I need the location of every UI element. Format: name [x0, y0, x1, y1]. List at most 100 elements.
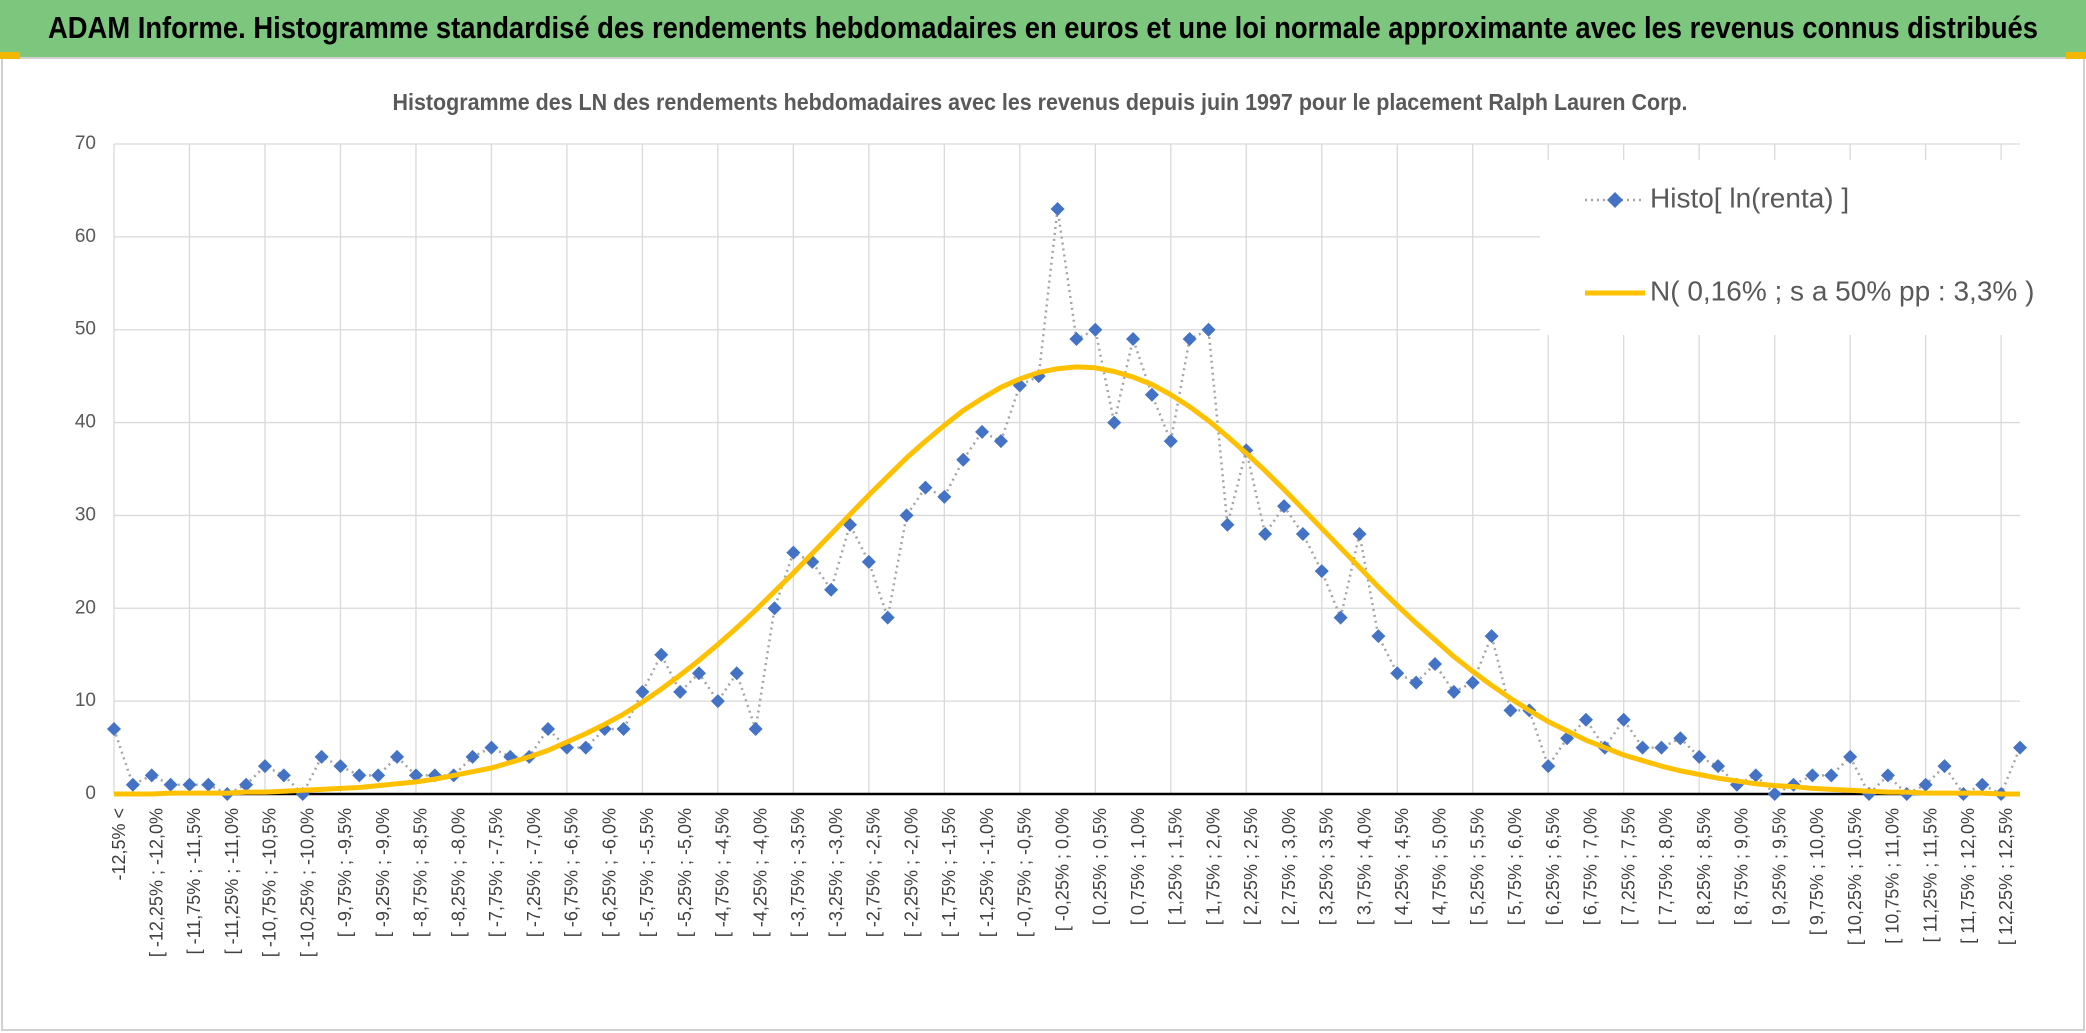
histo-marker — [1352, 527, 1367, 541]
histo-marker — [899, 508, 914, 523]
x-tick-label: [ -7,25% ; -7,0% — [524, 808, 544, 937]
x-tick-label: [ 11,75% ; 12,0% — [1958, 808, 1978, 944]
histo-marker — [1692, 749, 1707, 764]
x-tick-label: [ 5,75% ; 6,0% — [1505, 808, 1525, 925]
histo-marker — [918, 480, 933, 495]
x-tick-label: [ 7,25% ; 7,5% — [1618, 808, 1638, 925]
x-tick-label: [ 3,75% ; 4,0% — [1354, 808, 1374, 925]
histo-marker — [541, 722, 556, 736]
histo-marker — [1258, 527, 1273, 541]
histo-marker — [1163, 434, 1178, 449]
x-tick-label: [ -3,75% ; -3,5% — [788, 808, 808, 937]
histo-marker — [1918, 777, 1933, 792]
histo-marker — [937, 489, 952, 504]
x-tick-label: [ 0,25% ; 0,5% — [1090, 808, 1110, 925]
x-tick-label: [ -1,25% ; -1,0% — [977, 808, 997, 937]
x-tick-label: [ -8,25% ; -8,0% — [448, 808, 468, 937]
x-tick-label: [ -2,75% ; -2,5% — [864, 808, 884, 937]
histo-marker — [861, 554, 876, 569]
histo-marker — [1484, 629, 1499, 644]
histo-marker — [767, 601, 782, 616]
x-tick-label: [ 7,75% ; 8,0% — [1656, 808, 1676, 925]
histo-marker — [1126, 332, 1141, 346]
histo-marker — [1805, 768, 1820, 783]
x-tick-label: [ -5,75% ; -5,5% — [637, 808, 657, 937]
histo-marker — [1880, 768, 1895, 783]
x-tick-label: [ -2,25% ; -2,0% — [901, 808, 921, 937]
histo-marker — [1201, 322, 1216, 337]
histo-marker — [484, 740, 499, 755]
x-tick-label: [ -6,25% ; -6,0% — [599, 808, 619, 937]
x-tick-label: [ 8,75% ; 9,0% — [1732, 808, 1752, 925]
x-tick-label: [ -6,75% ; -6,5% — [562, 808, 582, 937]
histo-marker — [1767, 787, 1782, 801]
histo-marker — [125, 777, 140, 792]
histo-marker — [635, 684, 650, 699]
chart-border — [1, 57, 2085, 1031]
x-tick-label: [ -7,75% ; -7,5% — [486, 808, 506, 937]
histo-marker — [314, 749, 329, 764]
x-tick-label: [ -4,25% ; -4,0% — [750, 808, 770, 937]
histo-marker — [1711, 759, 1726, 774]
plot — [107, 202, 2027, 801]
histo-marker — [1578, 712, 1593, 727]
header-bar — [0, 0, 2086, 57]
histo-marker — [1824, 768, 1839, 783]
x-tick-label: [ -0,25% ; 0,0% — [1052, 808, 1072, 931]
histo-marker — [1503, 703, 1518, 718]
histo-marker — [975, 424, 990, 439]
x-tick-label: [ -10,75% ; -10,5% — [260, 808, 280, 957]
histo-marker — [352, 768, 367, 783]
x-tick-label: [ 5,25% ; 5,5% — [1467, 808, 1487, 925]
y-tick-label: 40 — [75, 412, 96, 433]
histo-marker — [1144, 387, 1159, 402]
histo-marker — [503, 749, 518, 764]
y-tick-label: 10 — [75, 690, 96, 711]
x-tick-label: [ 12,25% ; 12,5% — [1996, 808, 2016, 945]
histo-marker — [692, 666, 707, 681]
x-tick-label: [ 8,25% ; 8,5% — [1694, 808, 1714, 925]
histo-marker — [1975, 777, 1990, 792]
y-tick-label: 70 — [75, 133, 96, 154]
x-tick-label: [ 11,25% ; 11,5% — [1920, 808, 1940, 942]
x-tick-label: [ 4,25% ; 4,5% — [1392, 808, 1412, 925]
histo-marker — [1314, 564, 1329, 579]
legend-box — [1540, 160, 2020, 335]
histo-marker — [276, 768, 291, 783]
histo-marker — [201, 777, 216, 792]
histo-marker — [333, 759, 348, 774]
histo-marker — [1541, 759, 1556, 774]
grid: 0 10 20 30 40 50 60 70 -12,5% < [ -12,25% ; -12,0… — [75, 133, 2020, 957]
normal-curve — [114, 364, 2020, 797]
histo-marker — [1069, 332, 1084, 346]
histo-marker — [956, 452, 971, 467]
legend-label: N( 0,16% ; s a 50% pp : 3,3% ) — [1650, 275, 2034, 306]
histo-marker — [673, 684, 688, 699]
y-tick-label: 60 — [75, 226, 96, 247]
x-tick-label: [ -4,75% ; -4,5% — [713, 808, 733, 937]
histo-marker — [182, 777, 197, 792]
legend-marker — [1607, 192, 1623, 208]
x-tick-label: [ 10,75% ; 11,0% — [1883, 808, 1903, 944]
histo-marker — [1427, 657, 1442, 671]
histo-marker — [993, 434, 1008, 449]
histo-marker — [824, 582, 839, 597]
x-tick-label: [ -12,25% ; -12,0% — [146, 808, 166, 957]
x-tick-label: [ -11,75% ; -11,5% — [184, 808, 204, 954]
histo-marker — [144, 768, 159, 783]
x-tick-label: -12,5% < — [109, 808, 129, 881]
histo-marker — [1390, 666, 1405, 681]
histo-marker — [1295, 527, 1310, 541]
x-tick-label: [ -9,75% ; -9,5% — [335, 808, 355, 937]
histo-marker — [390, 749, 405, 764]
y-tick-label: 50 — [75, 319, 96, 340]
x-tick-label: [ 9,75% ; 10,0% — [1807, 808, 1827, 935]
x-tick-label: [ 3,25% ; 3,5% — [1317, 808, 1337, 925]
histo-marker — [1748, 768, 1763, 783]
histo-marker — [1446, 684, 1461, 699]
x-tick-label: [ -10,25% ; -10,0% — [297, 808, 317, 957]
histo-marker — [654, 647, 669, 662]
x-tick-label: [ -0,75% ; -0,5% — [1015, 808, 1035, 937]
histo-marker — [1616, 712, 1631, 727]
